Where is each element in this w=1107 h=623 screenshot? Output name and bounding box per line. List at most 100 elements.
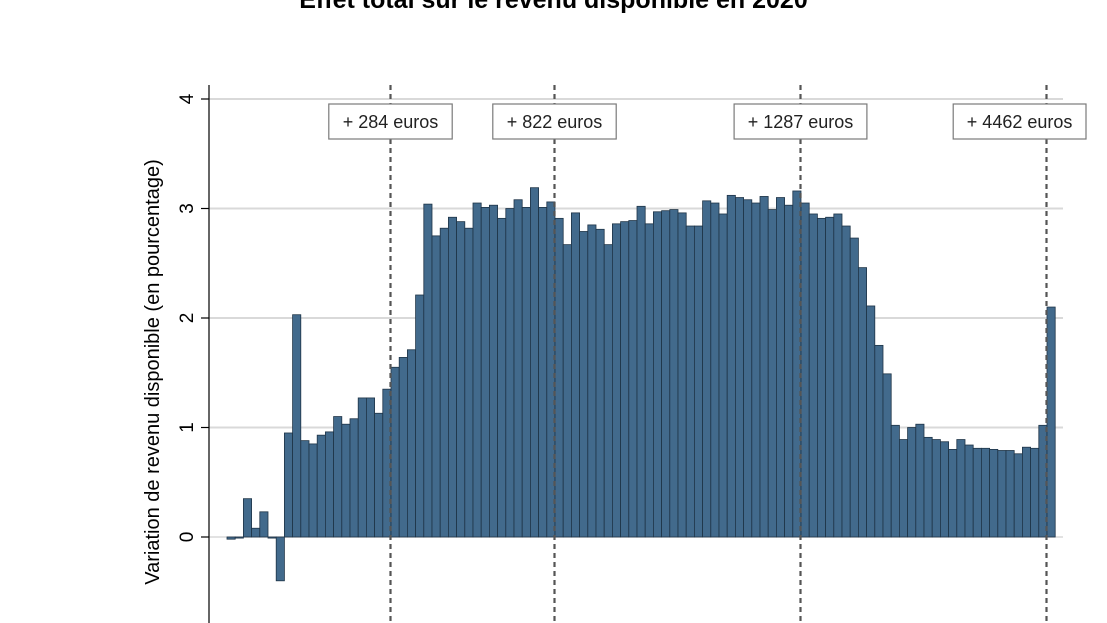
bar [259,511,269,538]
bar [997,450,1007,538]
annotation-label: + 4462 euros [967,112,1073,132]
annotation-box [492,103,617,140]
bar [316,434,326,538]
chart-title: Effet total sur le revenu disponible en … [299,0,808,14]
bar [899,439,909,538]
bar [538,207,548,538]
bar [767,209,777,538]
bar [808,213,818,538]
bar [858,267,868,538]
bar [710,202,720,538]
bar [981,447,991,538]
bar [685,225,695,538]
bar [283,432,293,538]
bar [907,427,917,538]
bar [505,208,515,538]
bar [702,200,712,538]
bar [571,212,581,538]
bars [226,187,1056,582]
bar [964,444,974,538]
bar [661,210,671,538]
bar [431,235,441,538]
bar [603,244,613,538]
reference-lines: + 284 euros + 822 euros + 1287 euros + 4462… [328,85,1087,623]
annotation-label: + 1287 euros [748,112,854,132]
bar [324,431,334,538]
annotation-label: + 284 euros [343,112,439,132]
bar [480,207,490,538]
bar [743,199,753,538]
bar [365,397,375,538]
bar [1005,450,1015,538]
bar [800,202,810,538]
bar [718,213,728,538]
bar [694,225,704,538]
annotation-box [952,103,1087,140]
bar [579,231,589,538]
bar [726,194,736,538]
bar [849,237,859,538]
bar [644,223,654,538]
bar [874,344,884,538]
bar [735,197,745,538]
bar [882,373,892,538]
bar [406,349,416,538]
bar [817,217,827,538]
bar [1046,306,1056,538]
bar [546,201,556,538]
bar [620,221,630,538]
bar [308,443,318,538]
bar [948,448,958,538]
bar [956,439,966,538]
bar [759,196,769,538]
bar [390,366,400,538]
bar [825,216,835,538]
bar [751,202,761,538]
y-tick-label: 3 [177,203,198,214]
bar [242,498,252,538]
bar [275,536,285,582]
bar [669,209,679,538]
y-tick-label: 2 [177,313,198,324]
bar [341,423,351,538]
bar [587,224,597,538]
bar [562,244,572,538]
bar [931,439,941,538]
bar [595,228,605,538]
bar [989,448,999,538]
bar [357,397,367,538]
bar [292,314,302,538]
y-tick-label: 1 [177,422,198,433]
bar [554,217,564,538]
bar [890,424,900,538]
bar [841,225,851,538]
bar [866,305,876,538]
bar [423,203,433,538]
bar [488,204,498,538]
y-ticks: 0 1 2 3 4 [177,93,209,542]
bar [1022,446,1032,538]
y-axis: 0 1 2 3 4 [177,85,210,623]
bar [472,202,482,538]
bar [447,216,457,538]
bar [915,423,925,538]
bar [333,416,343,538]
bar [923,436,933,538]
bar [251,527,261,538]
bar [628,220,638,538]
bar [972,447,982,538]
bar [636,205,646,538]
bar [300,440,310,538]
bar [267,536,277,539]
bar [439,227,449,538]
bar [456,221,466,538]
annotation-box [328,103,453,140]
bar [833,213,843,538]
bar [784,204,794,538]
y-tick-label: 4 [177,93,198,104]
annotation-box [733,103,868,140]
bar [1030,447,1040,538]
bar [497,217,507,538]
bar [513,199,523,538]
